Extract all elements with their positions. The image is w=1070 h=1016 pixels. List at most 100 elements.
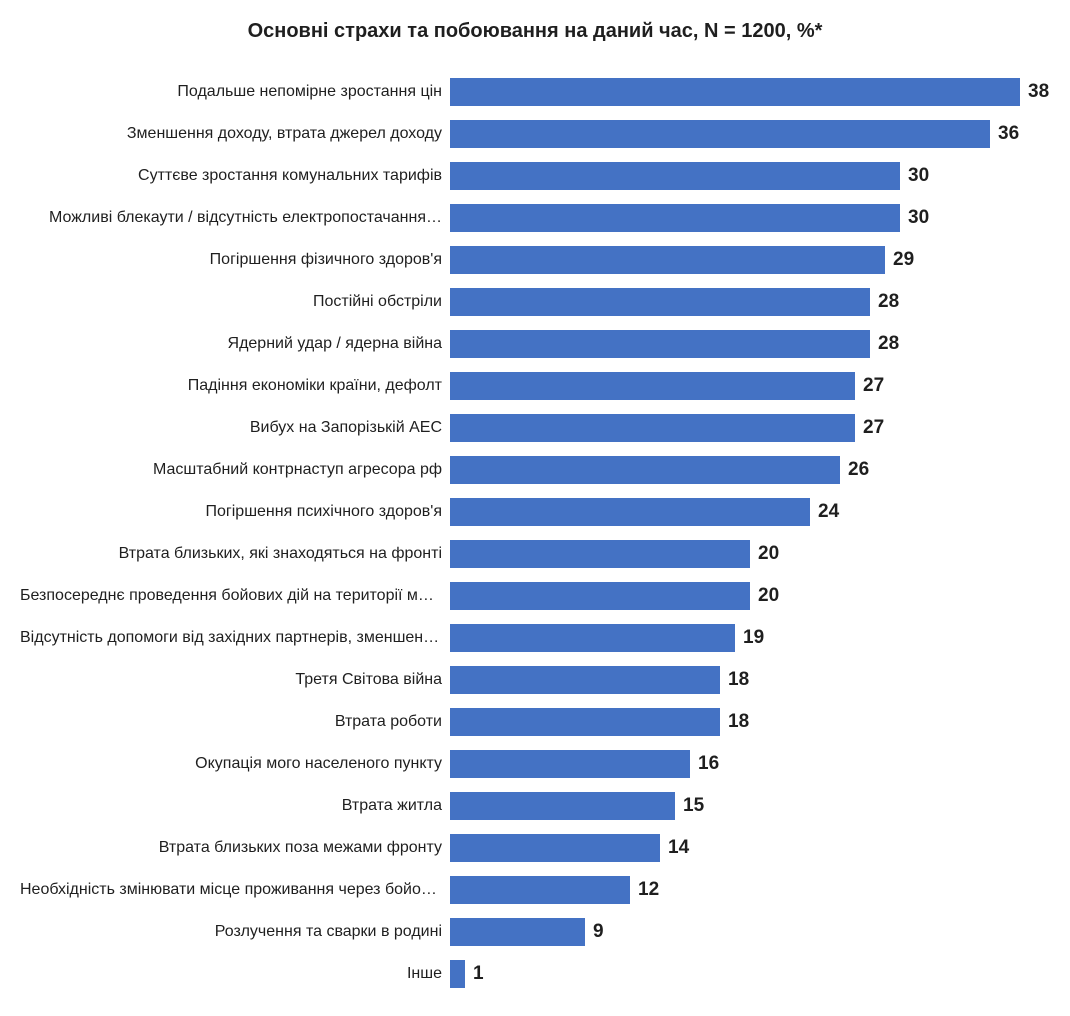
bar-label: Падіння економіки країни, дефолт <box>20 377 450 395</box>
bar-value: 20 <box>750 585 779 607</box>
bar-label: Погіршення фізичного здоров'я <box>20 251 450 269</box>
bar <box>450 708 720 736</box>
bar-label: Вибух на Запорізькій АЕС <box>20 419 450 437</box>
bar <box>450 78 1020 106</box>
bar-row: Втрата житла 15 <box>20 785 1050 827</box>
bar-area: 18 <box>450 701 1050 743</box>
bar-row: Необхідність змінювати місце проживання … <box>20 869 1050 911</box>
bar-value: 18 <box>720 669 749 691</box>
bar <box>450 120 990 148</box>
bar-value: 1 <box>465 963 484 985</box>
bar-row: Погіршення психічного здоров'я 24 <box>20 491 1050 533</box>
bar-area: 1 <box>450 953 1050 995</box>
bar-row: Постійні обстріли 28 <box>20 281 1050 323</box>
bar-value: 15 <box>675 795 704 817</box>
bar-label: Масштабний контрнаступ агресора рф <box>20 461 450 479</box>
bar-area: 24 <box>450 491 1050 533</box>
bar-label: Втрата житла <box>20 797 450 815</box>
bar-value: 19 <box>735 627 764 649</box>
bar <box>450 330 870 358</box>
bar <box>450 540 750 568</box>
bar <box>450 834 660 862</box>
bar-area: 16 <box>450 743 1050 785</box>
bar-row: Відсутність допомоги від західних партне… <box>20 617 1050 659</box>
bar-area: 20 <box>450 575 1050 617</box>
bar <box>450 288 870 316</box>
bar-area: 30 <box>450 155 1050 197</box>
bar <box>450 792 675 820</box>
bar-value: 14 <box>660 837 689 859</box>
bar-row: Зменшення доходу, втрата джерел доходу 36 <box>20 113 1050 155</box>
bar-row: Падіння економіки країни, дефолт 27 <box>20 365 1050 407</box>
bar-label: Подальше непомірне зростання цін <box>20 83 450 101</box>
bar-label: Втрата близьких поза межами фронту <box>20 839 450 857</box>
bar-area: 38 <box>450 71 1050 113</box>
bar <box>450 960 465 988</box>
bar-label: Втрата роботи <box>20 713 450 731</box>
chart-rows: Подальше непомірне зростання цін38Зменше… <box>20 71 1050 995</box>
bar-label: Інше <box>20 965 450 983</box>
bar-label: Суттєве зростання комунальних тарифів <box>20 167 450 185</box>
bar-area: 14 <box>450 827 1050 869</box>
bar-value: 30 <box>900 165 929 187</box>
bar-row: Втрата близьких поза межами фронту 14 <box>20 827 1050 869</box>
bar-label: Відсутність допомоги від західних партне… <box>20 629 450 647</box>
bar-area: 18 <box>450 659 1050 701</box>
bar-area: 27 <box>450 365 1050 407</box>
bar-area: 27 <box>450 407 1050 449</box>
bar <box>450 414 855 442</box>
bar-area: 29 <box>450 239 1050 281</box>
bar-value: 36 <box>990 123 1019 145</box>
bar-area: 36 <box>450 113 1050 155</box>
bar-row: Масштабний контрнаступ агресора рф 26 <box>20 449 1050 491</box>
bar-label: Погіршення психічного здоров'я <box>20 503 450 521</box>
bar-value: 20 <box>750 543 779 565</box>
bar-label: Розлучення та сварки в родині <box>20 923 450 941</box>
bar-label: Ядерний удар / ядерна війна <box>20 335 450 353</box>
bar-row: Окупація мого населеного пункту 16 <box>20 743 1050 785</box>
bar <box>450 750 690 778</box>
bar-label: Окупація мого населеного пункту <box>20 755 450 773</box>
bar-label: Необхідність змінювати місце проживання … <box>20 881 450 899</box>
bar-area: 30 <box>450 197 1050 239</box>
bar <box>450 624 735 652</box>
bar-value: 26 <box>840 459 869 481</box>
bar <box>450 372 855 400</box>
bar-value: 29 <box>885 249 914 271</box>
bar-value: 12 <box>630 879 659 901</box>
bar-label: Можливі блекаути / відсутність електропо… <box>20 209 450 227</box>
bar-area: 28 <box>450 323 1050 365</box>
bar <box>450 918 585 946</box>
bar-row: Ядерний удар / ядерна війна 28 <box>20 323 1050 365</box>
bar <box>450 456 840 484</box>
bar-value: 30 <box>900 207 929 229</box>
bar <box>450 498 810 526</box>
bar-value: 18 <box>720 711 749 733</box>
bar-value: 24 <box>810 501 839 523</box>
bar-value: 27 <box>855 375 884 397</box>
bar-row: Суттєве зростання комунальних тарифів 30 <box>20 155 1050 197</box>
bar-row: Розлучення та сварки в родині 9 <box>20 911 1050 953</box>
bar-value: 27 <box>855 417 884 439</box>
bar-value: 16 <box>690 753 719 775</box>
bar <box>450 666 720 694</box>
bar-area: 20 <box>450 533 1050 575</box>
bar-label: Третя Світова війна <box>20 671 450 689</box>
bar <box>450 162 900 190</box>
bar <box>450 246 885 274</box>
bar-label: Зменшення доходу, втрата джерел доходу <box>20 125 450 143</box>
bar-area: 28 <box>450 281 1050 323</box>
bar-value: 28 <box>870 333 899 355</box>
bar-row: Безпосереднє проведення бойових дій на т… <box>20 575 1050 617</box>
bar-value: 9 <box>585 921 604 943</box>
bar-row: Втрата роботи 18 <box>20 701 1050 743</box>
bar-area: 15 <box>450 785 1050 827</box>
bar-label: Постійні обстріли <box>20 293 450 311</box>
bar-area: 9 <box>450 911 1050 953</box>
bar <box>450 876 630 904</box>
bar <box>450 204 900 232</box>
bar <box>450 582 750 610</box>
bar-value: 28 <box>870 291 899 313</box>
bar-area: 26 <box>450 449 1050 491</box>
bar-area: 12 <box>450 869 1050 911</box>
